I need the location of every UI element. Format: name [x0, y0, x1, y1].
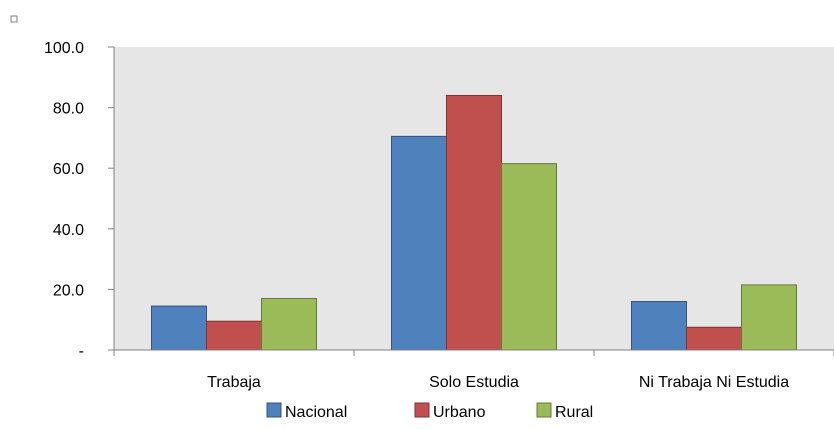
y-tick-label: 40.0 — [53, 222, 84, 239]
bar-rural-2 — [741, 284, 797, 351]
small-square-marker — [10, 15, 18, 23]
legend-swatch-urbano — [414, 402, 430, 418]
bar-urbano-1 — [446, 94, 502, 351]
legend: Nacional Urbano Rural — [266, 402, 593, 421]
bar-nacional-2 — [631, 301, 687, 351]
y-tick-label: 80.0 — [53, 101, 84, 118]
legend-label-nacional: Nacional — [285, 404, 347, 421]
x-category-label: Trabaja — [207, 374, 261, 391]
y-ticks-group: - 20.0 40.0 60.0 80.0 100.0 — [44, 40, 114, 360]
legend-label-urbano: Urbano — [433, 404, 486, 421]
bar-rural-1 — [501, 163, 557, 351]
y-tick-label: - — [79, 343, 84, 360]
x-category-label: Solo Estudia — [429, 374, 519, 391]
bars-group — [151, 94, 797, 351]
bar-nacional-0 — [151, 305, 207, 351]
bar-nacional-1 — [391, 135, 447, 351]
x-ticks-group: Trabaja Solo Estudia Ni Trabaja Ni Estudia — [113, 350, 834, 391]
bar-urbano-2 — [686, 326, 742, 351]
legend-swatch-rural — [536, 402, 552, 418]
bar-rural-0 — [261, 297, 317, 351]
y-tick-label: 100.0 — [44, 40, 84, 57]
y-tick-label: 60.0 — [53, 161, 84, 178]
y-tick-label: 20.0 — [53, 282, 84, 299]
bar-urbano-0 — [206, 320, 262, 351]
x-category-label: Ni Trabaja Ni Estudia — [639, 374, 789, 391]
legend-label-rural: Rural — [555, 404, 593, 421]
legend-swatch-nacional — [266, 402, 282, 418]
